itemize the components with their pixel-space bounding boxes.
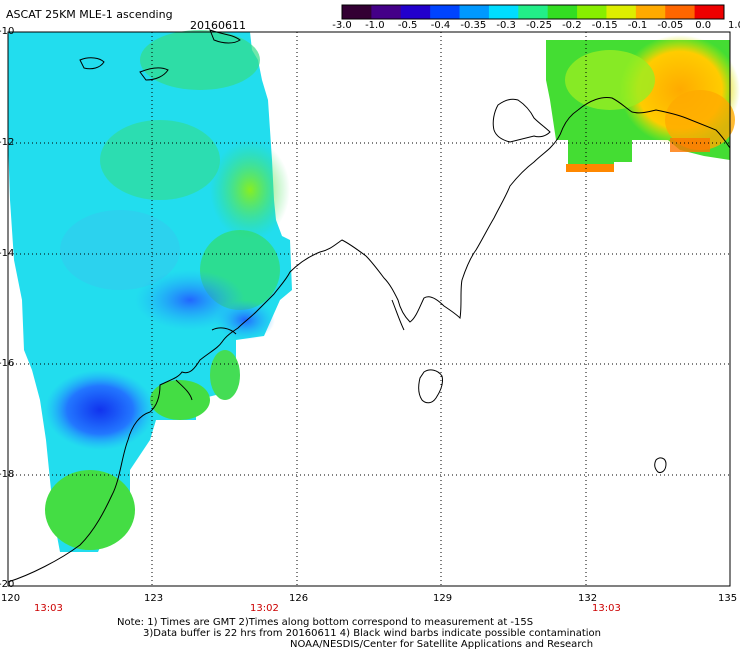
colorbar-swatch (459, 5, 490, 19)
note-line-2: 3)Data buffer is 22 hrs from 20160611 4)… (143, 628, 601, 639)
colorbar-swatch (547, 5, 578, 19)
colorbar-swatch (488, 5, 519, 19)
coastlines (7, 29, 731, 583)
colorbar-tick-label: 1.0 (728, 20, 740, 31)
colorbar-tick-label: -0.2 (562, 20, 582, 31)
lon-label: 123 (144, 593, 164, 604)
colorbar-swatch (577, 5, 607, 19)
lon-label: 135 (718, 593, 738, 604)
lon-label: 132 (578, 593, 598, 604)
lat-label: -14 (0, 248, 15, 259)
colorbar-swatch (342, 5, 372, 19)
colorbar-tick-label: 0.0 (695, 20, 712, 31)
note-line-1: Note: 1) Times are GMT 2)Times along bot… (117, 617, 534, 628)
lon-label: 120 (1, 593, 21, 604)
lon-label: 126 (289, 593, 309, 604)
map-frame (7, 31, 731, 587)
west-swath (8, 30, 292, 552)
colorbar-swatch (635, 5, 666, 19)
colorbar-tick-label: -0.1 (627, 20, 648, 31)
colorbar-swatch (371, 5, 402, 19)
colorbar-tick-label: -0.15 (591, 20, 618, 31)
time-label: 13:03 (592, 603, 621, 614)
map-date: 20160611 (190, 19, 246, 32)
colorbar-tick-label: -0.3 (496, 20, 516, 31)
lat-label: -18 (0, 469, 15, 480)
colorbar-tick-label: -0.05 (657, 20, 684, 31)
colorbar-labels: -3.0 -1.0 -0.5 -0.4 -0.35 -0.3 -0.25 -0.2 -0.15-… (330, 20, 740, 34)
colorbar-frame (341, 4, 725, 20)
colorbar-swatch (665, 5, 696, 19)
east-swath (546, 35, 740, 172)
lat-label: -20 (0, 579, 15, 590)
colorbar-tick-label: -3.0 (332, 20, 352, 31)
colorbar-tick-label: -0.35 (460, 20, 487, 31)
colorbar-tick-label: -0.5 (397, 20, 418, 31)
colorbar (341, 4, 725, 20)
lat-label: -12 (0, 137, 15, 148)
lat-label: -16 (0, 358, 15, 369)
colorbar-swatch (606, 5, 637, 19)
lon-label: 129 (433, 593, 453, 604)
map-title: ASCAT 25KM MLE-1 ascending (6, 8, 173, 21)
colorbar-tick-label: -0.4 (430, 20, 451, 31)
colorbar-swatch (430, 5, 461, 19)
colorbar-tick-label: -0.25 (526, 20, 552, 31)
lat-label: -10 (0, 26, 15, 37)
time-label: 13:03 (34, 603, 63, 614)
colorbar-swatch (518, 5, 549, 19)
colorbar-swatch (694, 5, 725, 19)
colorbar-swatch (400, 5, 431, 19)
time-label: 13:02 (250, 603, 279, 614)
colorbar-tick-label: -1.0 (365, 20, 385, 31)
note-line-3: NOAA/NESDIS/Center for Satellite Applica… (290, 639, 594, 650)
